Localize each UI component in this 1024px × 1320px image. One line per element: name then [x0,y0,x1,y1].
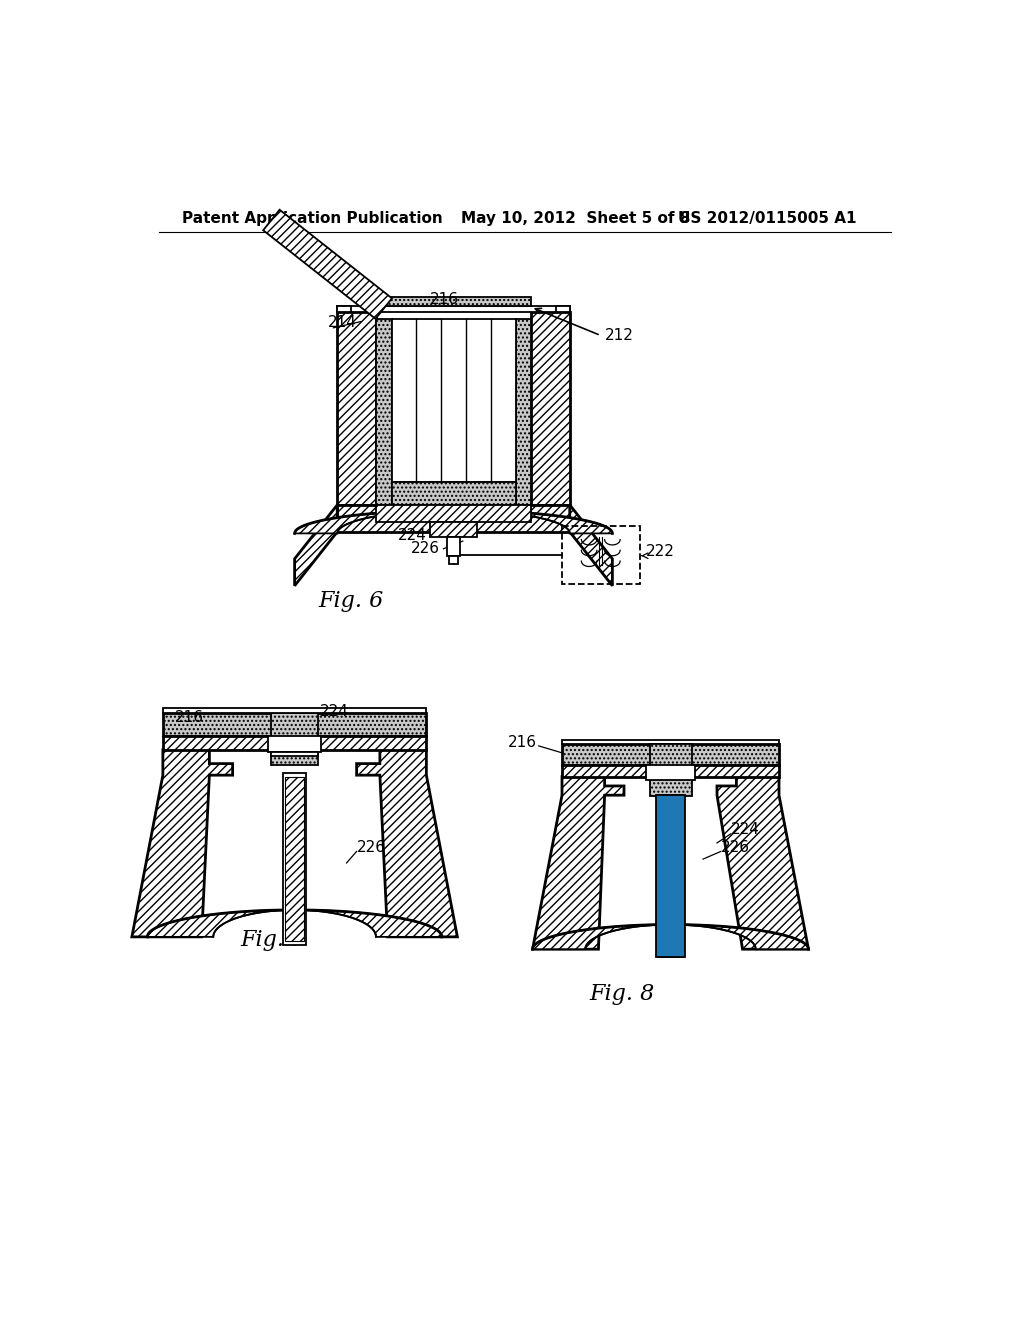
Bar [376,297,531,306]
Text: Fig. 7: Fig. 7 [241,929,305,950]
Bar [515,318,531,506]
Text: 224: 224 [321,704,349,719]
Polygon shape [295,506,337,586]
Bar [562,743,779,766]
Polygon shape [263,210,392,319]
Polygon shape [569,506,612,586]
Bar [337,306,569,313]
Text: 222: 222 [646,544,675,558]
Bar [562,739,779,743]
Text: Fig. 8: Fig. 8 [589,983,654,1005]
Bar [562,527,640,585]
Polygon shape [356,750,458,937]
Bar [163,737,426,750]
Text: 226: 226 [411,541,440,556]
Polygon shape [717,776,809,949]
Text: 216: 216 [430,292,459,306]
Polygon shape [132,750,232,937]
Polygon shape [147,909,442,937]
Text: 214: 214 [328,315,356,330]
Bar [376,506,531,521]
Bar [446,537,461,557]
Bar [163,713,426,737]
Polygon shape [531,313,569,506]
Bar [268,737,321,752]
Bar [337,306,351,313]
Bar [376,318,391,506]
Bar [391,318,515,482]
Polygon shape [337,313,376,506]
Bar [430,521,477,537]
Bar [286,776,304,941]
Text: 216: 216 [508,734,537,750]
Bar [562,766,779,776]
Polygon shape [532,924,809,949]
Text: US 2012/0115005 A1: US 2012/0115005 A1 [678,211,857,226]
Text: Patent Application Publication: Patent Application Publication [182,211,443,226]
Bar [449,557,458,564]
Bar [655,795,685,957]
Polygon shape [295,511,612,533]
Bar [391,482,515,506]
Bar [658,795,683,957]
Bar [556,306,569,313]
Bar [649,743,692,796]
Bar [283,774,306,945]
Bar [646,766,695,780]
Polygon shape [337,506,569,532]
Bar [163,708,426,713]
Text: 216: 216 [174,710,204,725]
Text: Fig. 6: Fig. 6 [317,590,383,612]
Bar [271,752,317,756]
Bar [271,713,317,766]
Text: May 10, 2012  Sheet 5 of 8: May 10, 2012 Sheet 5 of 8 [461,211,690,226]
Text: 224: 224 [731,822,760,837]
Text: 224: 224 [397,528,427,544]
Text: 212: 212 [604,327,634,343]
Text: 226: 226 [721,840,750,855]
Polygon shape [532,776,624,949]
Text: 226: 226 [356,840,386,855]
